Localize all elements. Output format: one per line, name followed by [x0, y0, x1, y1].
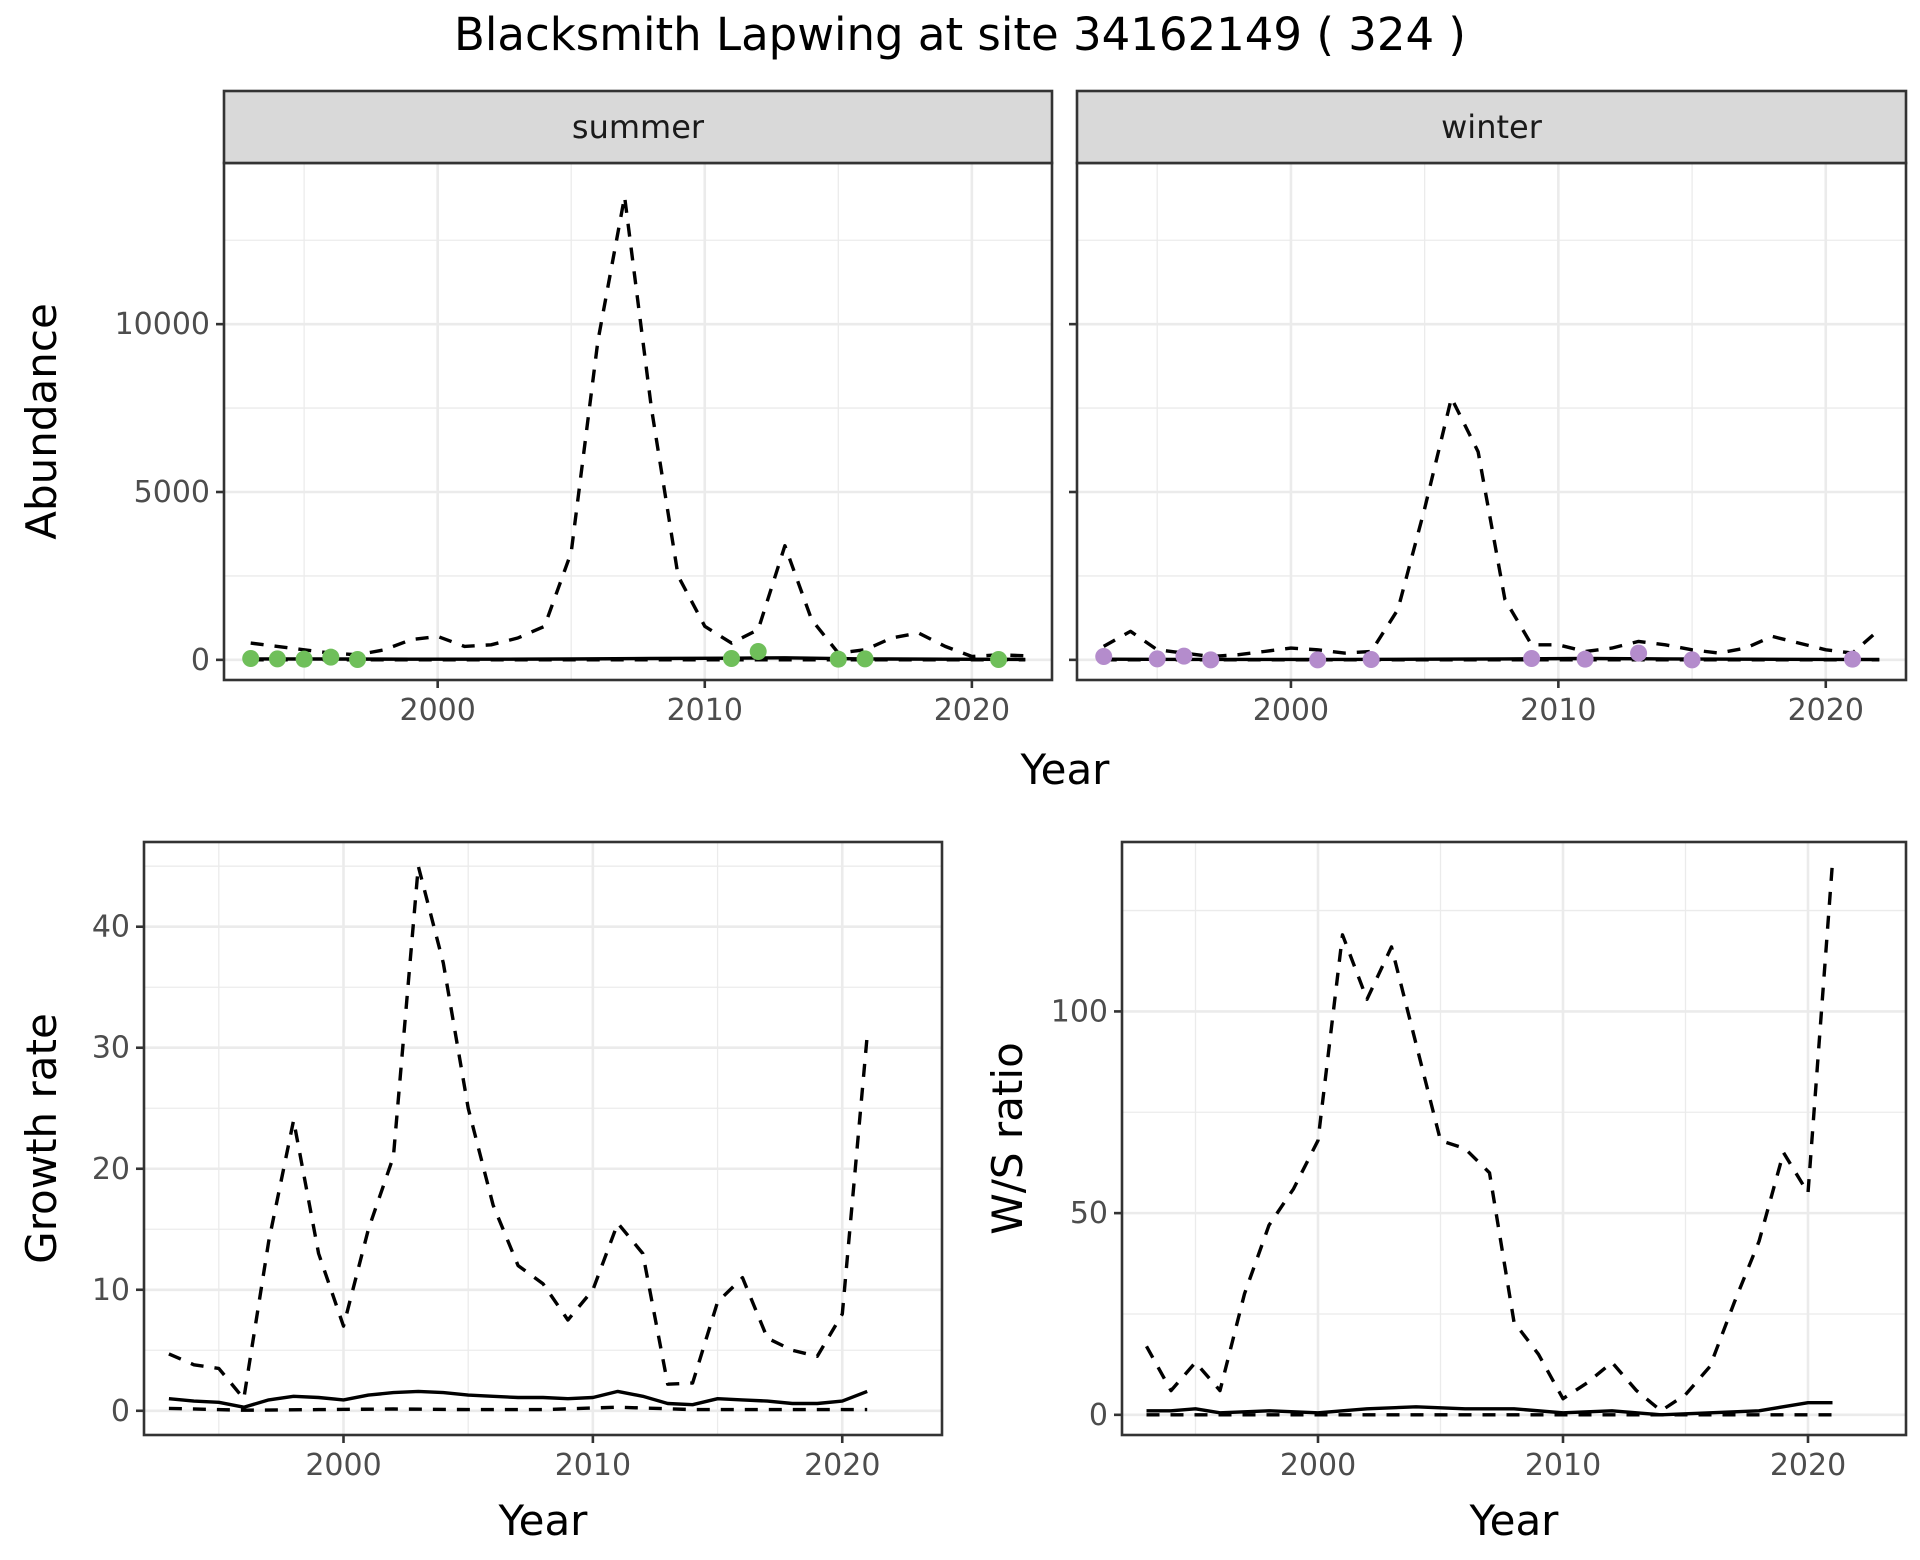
growth-rate-series-group	[168, 864, 869, 1412]
ws-ratio-x-tick-label: 2020	[1770, 1448, 1846, 1483]
facet-summer-upper-bound-line	[250, 194, 1026, 659]
facet-winter-x-tick-label: 2020	[1788, 693, 1864, 728]
growth-rate-x-tick-label: 2000	[305, 1448, 381, 1483]
abundance-y-axis-title: Abundance	[17, 303, 66, 540]
facet-summer-strip-label: summer	[572, 108, 705, 146]
facet-summer-observation-point	[722, 650, 740, 668]
facet-winter-observation-point	[1523, 650, 1541, 668]
ws-ratio-x-axis-title: Year	[1469, 1496, 1560, 1545]
facet-winter-observation-point	[1844, 650, 1862, 668]
facet-summer-x-tick-label: 2000	[399, 693, 475, 728]
facet-summer-observation-point	[268, 650, 286, 668]
growth-rate-x-tick-label: 2010	[555, 1448, 631, 1483]
facet-summer-observation-point	[242, 650, 260, 668]
ws-ratio-y-tick-label: 100	[1051, 994, 1108, 1029]
facet-summer-strip	[222, 89, 1054, 165]
facet-summer-median-line	[250, 656, 1026, 662]
facet-summer-observation-point	[990, 651, 1008, 669]
facet-winter-x-tick-label: 2000	[1253, 693, 1329, 728]
figure-title: Blacksmith Lapwing at site 34162149 ( 32…	[454, 8, 1466, 61]
ws-ratio-y-tick-label: 0	[1089, 1398, 1108, 1433]
facet-winter-panel-background	[1077, 163, 1906, 680]
growth-rate-x-tick-label: 2020	[804, 1448, 880, 1483]
facet-summer-panel-background	[224, 163, 1052, 680]
facet-winter-observation-point	[1683, 651, 1701, 669]
facet-summer-observation-point	[295, 650, 313, 668]
ws-ratio-panel-border	[1120, 840, 1908, 1437]
facet-summer-x-tick-label: 2010	[667, 693, 743, 728]
facet-winter-series-group	[1102, 396, 1881, 662]
ws-ratio-y-axis-title: W/S ratio	[983, 1042, 1032, 1235]
growth-rate-y-tick-label: 10	[92, 1273, 130, 1308]
facet-winter-observation-point	[1576, 650, 1594, 668]
facet-winter-upper-bound-line	[1102, 396, 1881, 659]
facet-winter-strip	[1075, 89, 1908, 165]
growth-rate-median-line	[168, 1389, 868, 1409]
facet-winter-observation-point	[1202, 651, 1220, 669]
ws-ratio-median-line	[1146, 1401, 1833, 1417]
facet-summer-observation-point	[749, 642, 767, 660]
facet-winter-observation-point	[1309, 651, 1327, 669]
facet-summer-y-tick-label: 10000	[115, 307, 210, 342]
facet-summer-x-tick-label: 2020	[934, 693, 1010, 728]
facet-summer-y-tick-label: 5000	[134, 475, 210, 510]
growth-rate-y-tick-label: 40	[92, 910, 130, 945]
facet-winter-observation-point	[1148, 650, 1166, 668]
ws-ratio-x-tick-label: 2010	[1525, 1448, 1601, 1483]
growth-rate-y-tick-label: 0	[111, 1394, 130, 1429]
growth-rate-y-tick-label: 20	[92, 1152, 130, 1187]
facet-winter-observation-point	[1630, 644, 1648, 662]
ws-ratio-panel-background	[1122, 842, 1906, 1435]
growth-rate-panel-background	[144, 842, 942, 1435]
facet-summer-observation-point	[322, 648, 340, 666]
facet-summer-observation-point	[349, 651, 367, 669]
abundance-x-axis-title: Year	[1020, 745, 1111, 794]
facet-winter-x-tick-label: 2010	[1520, 693, 1596, 728]
growth-rate-lower-bound-line	[168, 1405, 868, 1412]
growth-rate-y-tick-label: 30	[92, 1031, 130, 1066]
facet-summer-observation-point	[856, 650, 874, 668]
growth-rate-x-axis-title: Year	[498, 1496, 589, 1545]
facet-winter-observation-point	[1362, 651, 1380, 669]
facet-winter-strip-label: winter	[1441, 108, 1543, 146]
facet-winter-observation-point	[1095, 648, 1113, 665]
ws-ratio-x-tick-label: 2000	[1280, 1448, 1356, 1483]
growth-rate-y-axis-title: Growth rate	[17, 1013, 66, 1264]
facet-summer-observation-point	[829, 650, 847, 668]
facet-summer-y-tick-label: 0	[191, 643, 210, 678]
facet-winter-observation-point	[1175, 647, 1193, 665]
growth-rate-upper-bound-line	[168, 864, 869, 1401]
ws-ratio-upper-bound-line	[1145, 862, 1835, 1413]
ws-ratio-y-tick-label: 50	[1070, 1196, 1108, 1231]
ws-ratio-series-group	[1145, 862, 1835, 1417]
growth-rate-panel-border	[142, 840, 944, 1437]
facet-winter-median-line	[1103, 656, 1880, 662]
facet-summer-series-group	[250, 194, 1026, 662]
